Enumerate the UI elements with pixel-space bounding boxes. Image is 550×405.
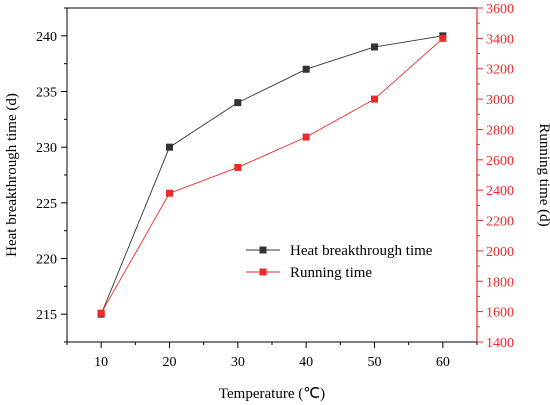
series-0-point (166, 143, 173, 151)
y-right-tick-label: 3600 (486, 2, 514, 17)
y-right-tick-label: 2400 (486, 184, 514, 199)
y-left-tick-label: 240 (36, 30, 57, 45)
series-0-point (371, 43, 378, 51)
series-1-point (439, 34, 447, 42)
y-left-tick-label: 220 (36, 253, 57, 268)
series-line-0 (100, 35, 443, 315)
x-tick-label: 50 (368, 355, 382, 370)
series-0-point (234, 99, 242, 107)
legend-marker-1 (259, 268, 267, 276)
series-1-point (166, 189, 173, 197)
x-tick-label: 40 (299, 355, 313, 370)
series-1-point (371, 95, 378, 103)
x-tick-label: 10 (94, 355, 108, 370)
y-left-tick-label: 230 (36, 141, 57, 156)
y-right-tick-label: 1800 (486, 275, 514, 290)
legend-label-1: Running time (290, 265, 372, 281)
y-right-tick-label: 2800 (486, 123, 514, 138)
y-right-tick-label: 3400 (486, 32, 514, 47)
y-left-tick-label: 235 (36, 86, 57, 101)
y-right-tick-label: 2000 (486, 245, 514, 260)
legend: Heat breakthrough time Running time (246, 243, 433, 281)
y-right-tick-label: 2200 (486, 215, 514, 230)
x-tick-label: 60 (436, 355, 450, 370)
y-right-tick-label: 2600 (486, 154, 514, 169)
y-left-tick-label: 225 (36, 197, 57, 212)
y-right-axis-title: Running time (d) (536, 123, 550, 226)
x-tick-label: 30 (231, 355, 245, 370)
series-1-point (234, 163, 242, 171)
y-right-tick-label: 3200 (486, 63, 514, 78)
x-axis-title: Temperature (℃) (219, 386, 325, 402)
y-left-axis-title: Heat breakthrough time (d) (4, 93, 20, 257)
axes: 10 20 30 40 50 60 215 220 225 230 235 240 1400 1600 18… (36, 2, 514, 370)
y-left-tick-label: 215 (36, 308, 57, 323)
series-layer (97, 32, 447, 318)
y-right-tick-label: 3000 (486, 93, 514, 108)
series-1-point (302, 133, 310, 141)
series-line-1 (100, 38, 444, 314)
y-right-tick-label: 1400 (486, 336, 514, 351)
x-tick-label: 20 (163, 355, 177, 370)
legend-marker-0 (259, 246, 267, 254)
series-1-point (97, 309, 105, 317)
legend-label-0: Heat breakthrough time (290, 243, 433, 259)
series-0-point (302, 65, 310, 73)
y-right-tick-label: 1600 (486, 306, 514, 321)
